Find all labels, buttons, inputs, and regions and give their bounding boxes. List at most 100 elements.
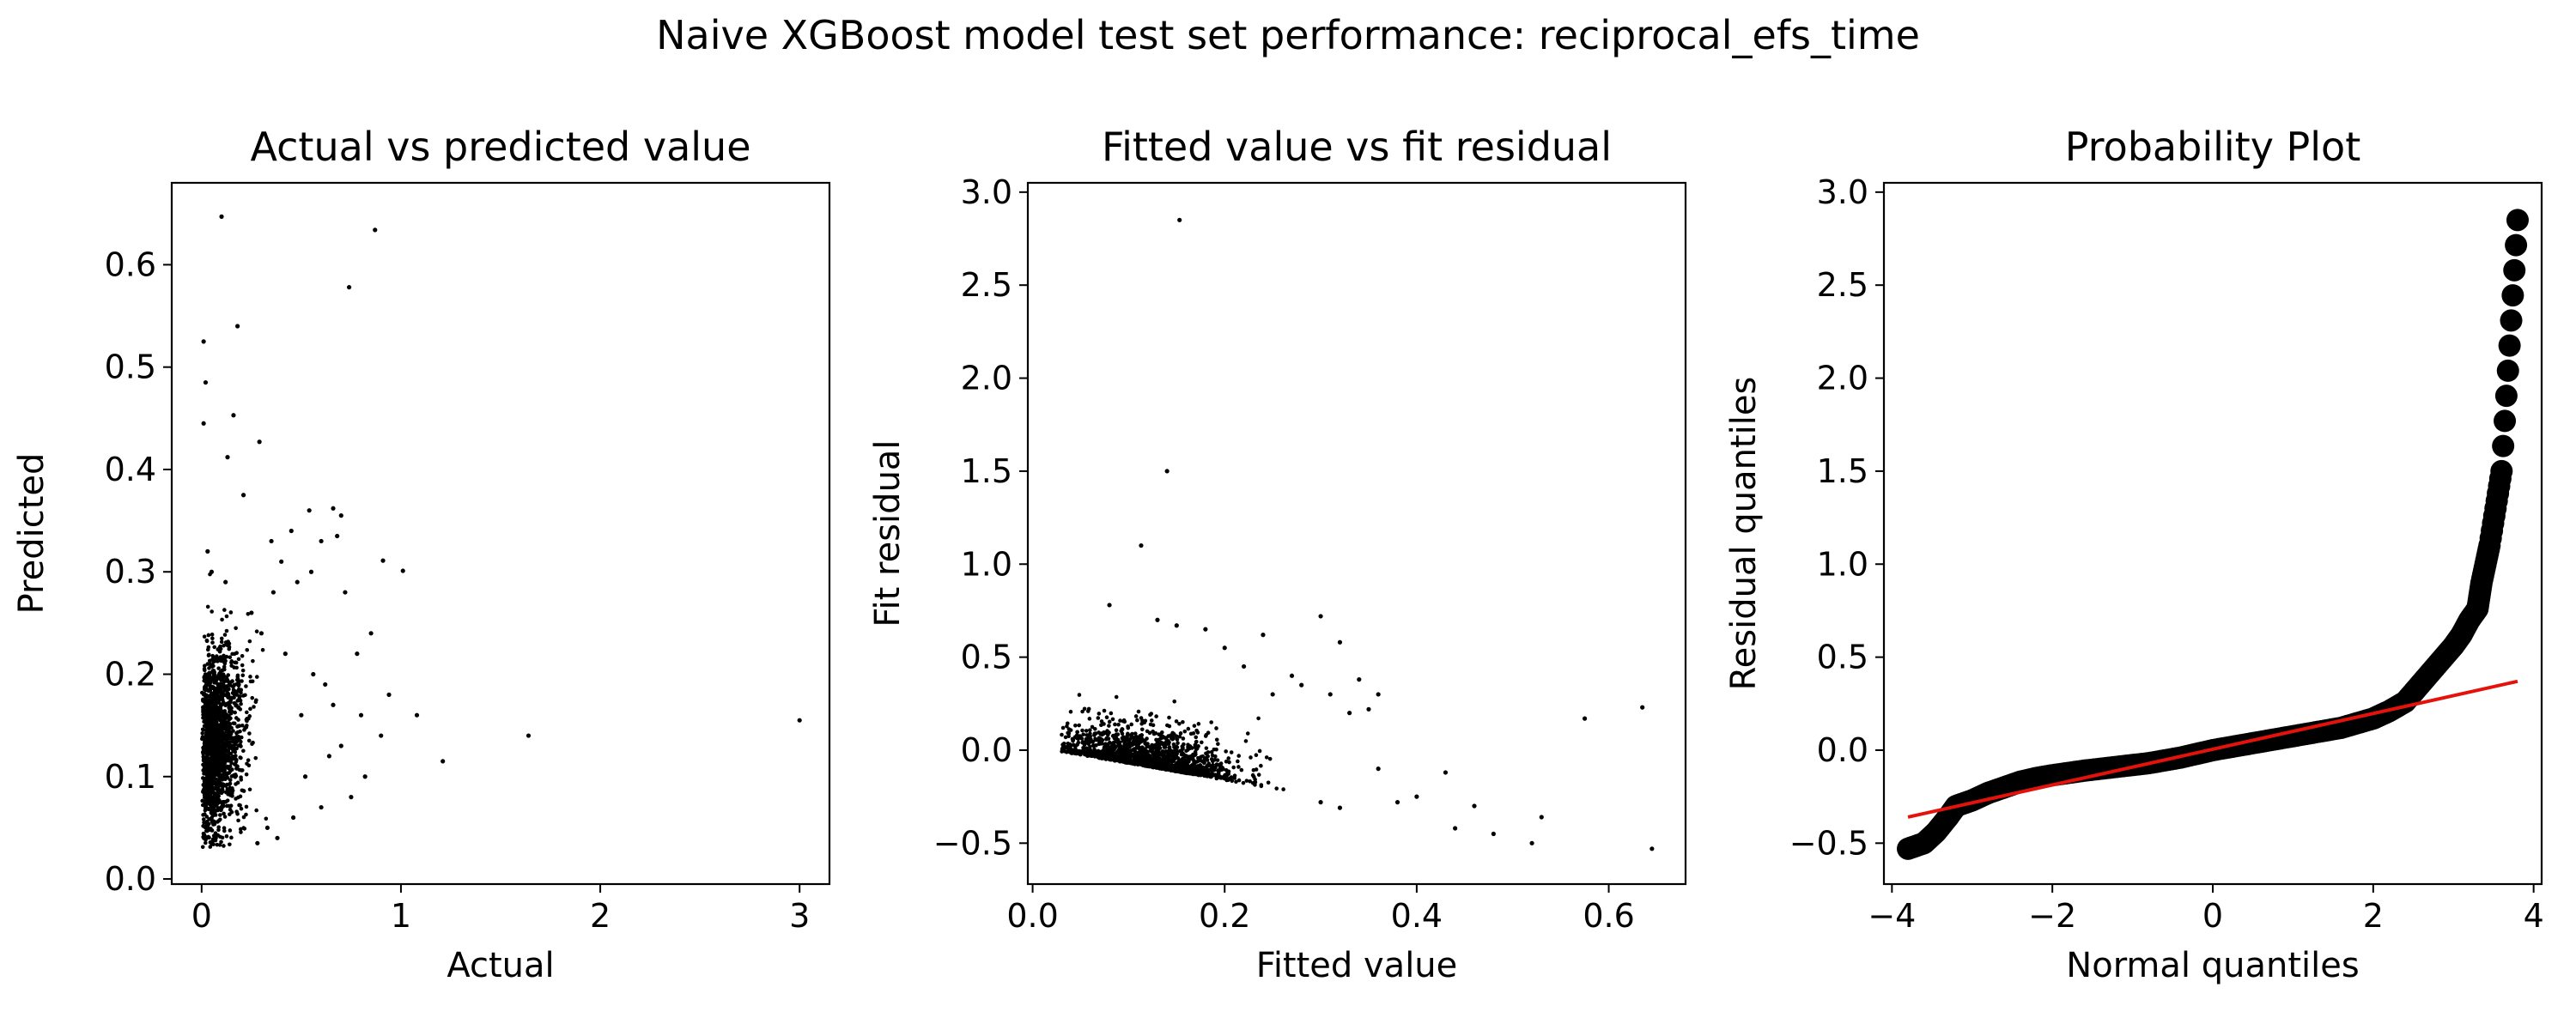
data-point [222,844,226,848]
data-point [240,663,245,668]
data-point [218,813,222,817]
data-point [216,712,222,718]
data-point [207,746,211,751]
axes-frame [1026,181,1687,886]
data-point [1175,737,1180,742]
data-point [213,680,217,685]
data-point [230,767,234,772]
data-point [1073,743,1078,748]
data-point [1200,740,1204,745]
data-point [1218,766,1223,771]
data-point [1192,724,1197,728]
data-point [1199,772,1203,778]
data-point [1158,734,1163,739]
data-point [216,754,220,758]
data-point [1080,709,1084,714]
subplot-title: Probability Plot [2065,124,2360,170]
data-point [1099,756,1104,760]
data-point [236,718,240,722]
data-point [323,682,328,688]
data-point [1239,767,1244,772]
data-point [250,742,254,746]
y-tick-label: 0.2 [105,655,156,693]
data-point [1171,766,1176,770]
data-point [209,706,213,710]
data-point [1193,742,1198,748]
data-point [1281,787,1285,791]
data-point [201,817,206,821]
data-point [228,842,232,847]
data-point [227,709,232,714]
data-point [220,763,224,767]
data-point [228,655,233,660]
data-point [1167,748,1171,754]
data-point [214,766,219,770]
x-tick-label: 4 [2524,897,2544,935]
data-point [1221,775,1226,780]
data-point [229,706,234,711]
data-point [1210,753,1215,758]
data-point [235,324,240,329]
data-point [289,528,294,534]
data-point [1154,714,1158,718]
data-point [1100,737,1105,742]
data-point [1226,756,1231,760]
data-point [238,755,243,760]
data-point [400,568,405,573]
x-tick-label: 0.2 [1199,897,1250,935]
data-point [228,803,234,809]
data-point [1142,754,1147,759]
data-point [211,669,216,673]
data-point [225,765,229,770]
data-point [1104,743,1109,748]
data-point [1104,715,1109,720]
data-point [204,789,208,793]
data-point [230,691,235,695]
data-point [1175,760,1179,766]
data-point [1133,731,1138,736]
data-point [201,727,206,732]
data-point [1177,734,1182,739]
data-point [1318,800,1323,805]
data-point [1274,786,1279,791]
data-point [1213,765,1218,770]
data-point [1195,764,1200,768]
data-point [379,733,384,738]
data-point [1150,742,1154,748]
y-tick-label: 1.0 [1817,545,1868,583]
data-point [1118,718,1122,723]
data-point [1138,752,1143,757]
data-point [201,421,206,426]
data-point [1267,756,1273,761]
data-point [217,717,222,722]
data-point [234,762,238,767]
data-point [1394,800,1400,805]
data-point [228,697,234,702]
data-point [216,771,221,775]
data-point [1376,692,1381,697]
data-point [1171,736,1176,741]
data-point [234,682,239,687]
y-tick-label: 0.4 [105,451,156,488]
data-point [223,772,228,776]
data-point [224,628,229,633]
data-point [319,804,324,810]
data-point [230,794,234,798]
data-point [1194,739,1199,744]
data-point [1266,780,1271,785]
data-point [228,828,233,833]
data-point [239,806,244,811]
data-point [234,730,239,736]
data-point [1107,719,1112,724]
data-point [1181,736,1186,741]
data-point [1125,734,1129,739]
data-point [307,508,312,513]
data-point [240,679,244,683]
data-point [238,707,243,712]
data-point [1206,763,1211,768]
data-point [1177,721,1182,726]
data-point [220,758,225,762]
data-point [1077,693,1082,697]
data-point [2492,434,2515,457]
data-point [200,736,204,742]
